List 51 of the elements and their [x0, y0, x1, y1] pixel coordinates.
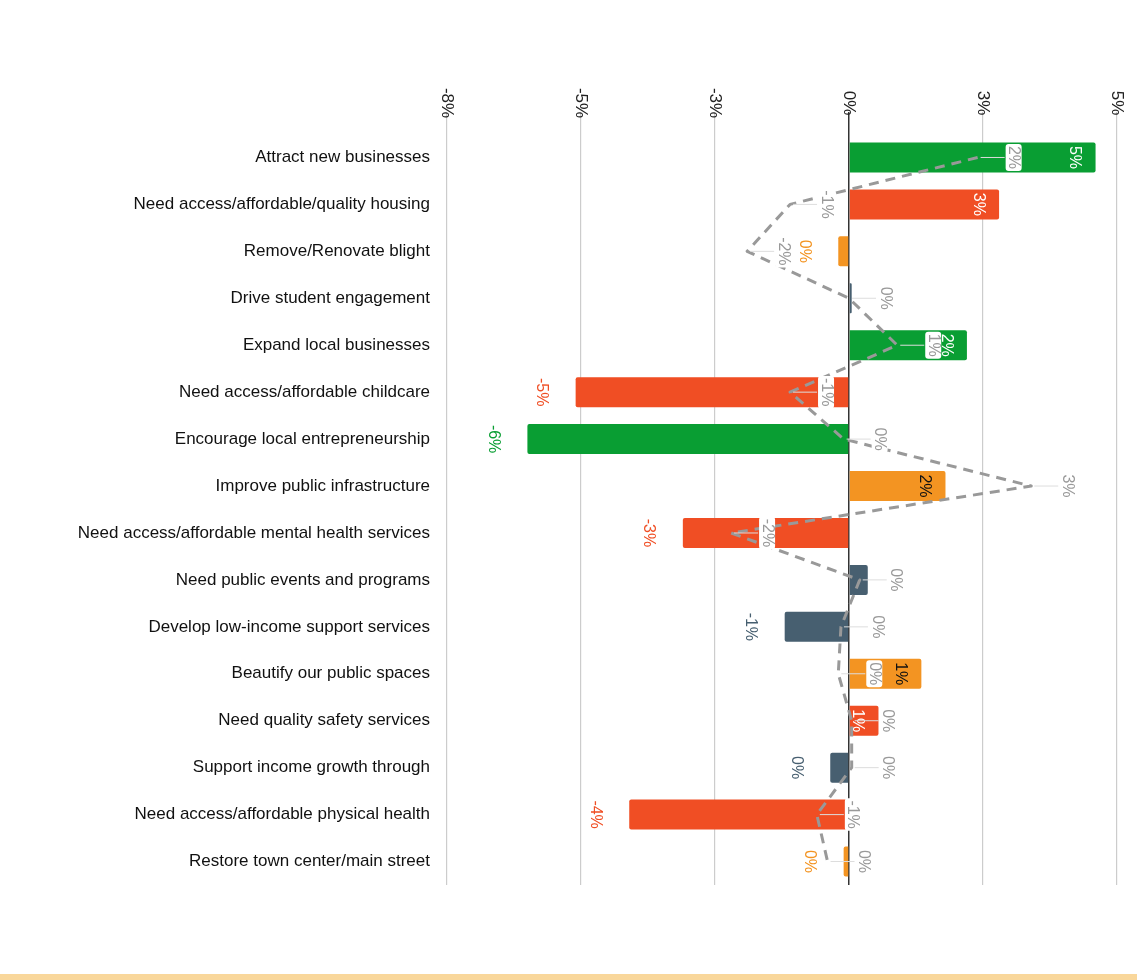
data-label: -2%: [759, 518, 777, 548]
data-label: 0%: [869, 615, 887, 639]
data-label: -5%: [534, 377, 552, 407]
data-label: -1%: [743, 612, 761, 642]
y-tick-label: Improve public infrastructure: [215, 475, 430, 495]
data-label: 0%: [788, 756, 806, 780]
data-label: -1%: [818, 377, 836, 407]
y-tick-label: Need access/affordable childcare: [178, 381, 430, 401]
y-tick-label: Beautify our public spaces: [231, 663, 430, 683]
x-tick-label: -3%: [706, 87, 726, 119]
data-label: 2%: [917, 474, 935, 498]
data-label: 0%: [856, 849, 874, 874]
data-label: 0%: [802, 849, 820, 874]
y-tick-label: Attract new businesses: [255, 147, 430, 167]
data-label: -3%: [641, 518, 659, 548]
data-label: 0%: [880, 756, 898, 780]
data-label: 1%: [925, 333, 943, 357]
y-tick-label: Develop low-income support services: [148, 616, 430, 636]
x-tick-label: 3%: [974, 90, 994, 116]
data-label: 1%: [892, 662, 910, 686]
y-tick-label: Encourage local entrepreneurship: [174, 428, 430, 448]
x-tick-label: 0%: [840, 90, 860, 116]
data-label: 0%: [872, 427, 890, 451]
x-tick-label: -8%: [438, 87, 458, 119]
data-label: -2%: [775, 237, 793, 266]
data-label: 1%: [850, 709, 868, 733]
data-label: 3%: [1059, 474, 1077, 498]
x-tick-label: -5%: [572, 87, 592, 119]
data-label: 2%: [1006, 145, 1024, 170]
data-label: 0%: [888, 568, 906, 592]
y-tick-label: Expand local businesses: [242, 334, 430, 354]
data-label: 3%: [970, 192, 988, 216]
data-label: 0%: [796, 239, 814, 263]
y-tick-label: Drive student engagement: [230, 287, 431, 307]
y-tick-label: Need access/affordable/quality housing: [133, 194, 430, 214]
x-tick-label: 5%: [1108, 90, 1128, 116]
data-label: -1%: [818, 190, 836, 219]
data-label: 5%: [1067, 145, 1085, 170]
y-tick-label: Restore town center/main street: [189, 851, 431, 871]
data-label: -6%: [485, 424, 503, 454]
y-tick-label: Need public events and programs: [175, 569, 430, 589]
data-label: -4%: [587, 800, 605, 829]
y-tick-label: Need access/affordable mental health services: [77, 522, 430, 542]
y-tick-label: Need quality safety services: [218, 710, 430, 730]
data-label: 0%: [880, 709, 898, 733]
data-label: -1%: [845, 800, 863, 829]
data-label: 0%: [877, 286, 895, 310]
y-tick-label: Support income growth through: [192, 757, 430, 777]
y-tick-label: Need access/affordable physical health: [134, 804, 430, 824]
data-label: 0%: [866, 662, 884, 686]
y-tick-label: Remove/Renovate blight: [243, 241, 431, 261]
